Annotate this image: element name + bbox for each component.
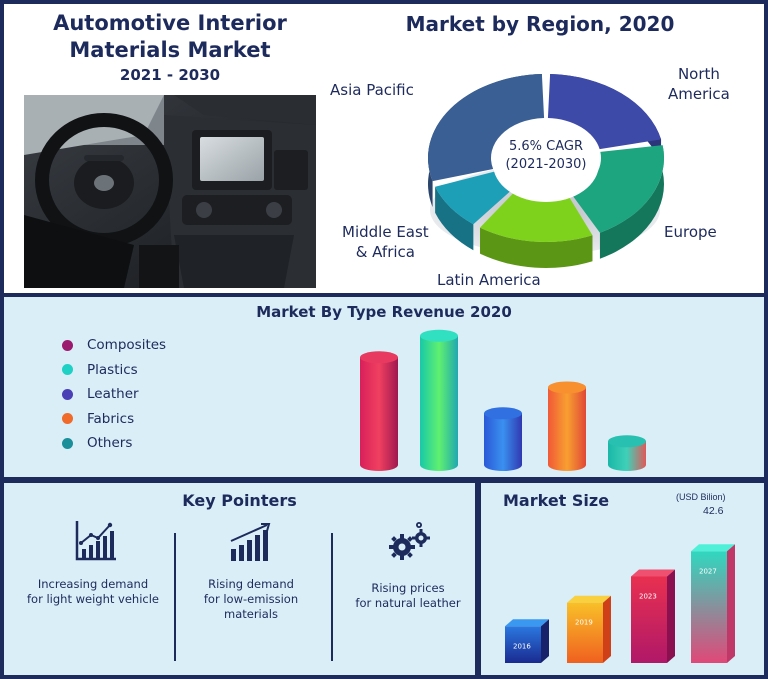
key-pointers-panel: Key Pointers Increasing demand for light… [4, 483, 475, 675]
size-bar-top-2016 [505, 619, 549, 627]
size-bar-label-2023: 2023 [639, 592, 657, 600]
market-size-unit: (USD Bilion) [676, 492, 726, 502]
growth-chart-icon [75, 521, 116, 561]
market-size-value-label: 42.6 [703, 505, 724, 517]
pointer-3-line-1: Rising prices [371, 581, 445, 595]
legend-label-leather: Leather [87, 386, 139, 403]
legend-label-others: Others [87, 435, 133, 452]
type-revenue-title: Market By Type Revenue 2020 [256, 303, 512, 321]
cagr-line-1: 5.6% CAGR [509, 139, 583, 154]
size-bar-2019 [567, 602, 603, 663]
size-bar-side-2027 [727, 544, 735, 663]
size-bar-side-2023 [667, 569, 675, 663]
pointer-1-line-1: Increasing demand [37, 577, 149, 591]
gears-icon [389, 522, 430, 560]
donut-slice-asia-pacific [428, 74, 545, 182]
title-years: 2021 - 2030 [119, 66, 221, 84]
legend-item-composites: Composites [62, 333, 166, 358]
key-pointers-title: Key Pointers [182, 491, 297, 510]
donut-side-latin-america [480, 227, 593, 268]
type-bar-top-fabrics [548, 381, 586, 394]
pointer-1-line-2: for light weight vehicle [27, 592, 159, 606]
legend-label-composites: Composites [87, 337, 167, 354]
type-bar-fabrics [548, 387, 586, 471]
type-bar-top-leather [484, 407, 522, 420]
pointer-3-line-2: for natural leather [355, 596, 461, 610]
legend-label-plastics: Plastics [87, 361, 138, 378]
donut-side-europe [599, 145, 664, 259]
type-bar-others [608, 441, 646, 471]
label-europe: Europe [664, 223, 717, 241]
market-size-panel: Market Size (USD Bilion) 42.6 2016 2019 20… [481, 483, 764, 675]
market-size-title: Market Size [503, 491, 610, 510]
title-block: Automotive Interior Materials Market 202… [20, 10, 320, 84]
car-interior-image [24, 95, 316, 288]
pointer-1-text: Increasing demand for light weight vehic… [18, 577, 168, 607]
donut-slice-middle-east-africa [435, 171, 513, 225]
label-mea-line-1: Middle East [342, 223, 429, 241]
bar-chart-icon [230, 523, 271, 561]
title-line-2: Materials Market [69, 38, 271, 62]
type-bar-plastics [420, 335, 458, 471]
type-revenue-panel: Market By Type Revenue 2020 Composites P… [4, 297, 764, 477]
size-bar-label-2027: 2027 [699, 567, 717, 575]
size-bar-2016 [505, 626, 541, 663]
legend-label-fabrics: Fabrics [87, 410, 135, 427]
pointer-2-line-2: for low-emission [203, 592, 299, 606]
label-north-america-line-2: America [668, 85, 730, 103]
donut-slice-latin-america [480, 191, 593, 243]
pointer-2-line-1: Rising demand [208, 577, 294, 591]
cagr-line-2: (2021-2030) [505, 157, 586, 172]
donut-slice-north-america [547, 74, 662, 150]
size-bar-top-2023 [631, 569, 675, 577]
legend-item-others: Others [62, 431, 166, 456]
legend-item-leather: Leather [62, 382, 166, 407]
type-bar-top-others [608, 435, 646, 448]
size-bar-side-2016 [541, 619, 549, 663]
region-donut-chart: 5.6% CAGR (2021-2030) [428, 74, 664, 268]
pointer-3-text: Rising prices for natural leather [333, 581, 483, 611]
pointer-separator-2 [331, 533, 333, 661]
type-revenue-chart [360, 329, 646, 471]
market-size-chart: 2016 2019 2023 2027 [505, 544, 735, 663]
size-bar-label-2016: 2016 [513, 642, 531, 650]
pointer-2-line-3: materials [224, 607, 278, 621]
type-legend: Composites Plastics Leather Fabrics Othe… [62, 333, 166, 456]
label-asia-pacific: Asia Pacific [330, 81, 414, 99]
label-latin-america: Latin America [437, 271, 541, 289]
type-bar-top-plastics [420, 329, 458, 342]
donut-side-middle-east-africa [435, 186, 474, 251]
legend-dot-plastics [62, 364, 73, 376]
type-bar-top-composites [360, 351, 398, 364]
size-bar-top-2019 [567, 595, 611, 603]
size-bar-2023 [631, 576, 667, 663]
donut-hole [493, 126, 599, 202]
size-bar-top-2027 [691, 544, 735, 552]
legend-item-fabrics: Fabrics [62, 407, 166, 432]
label-north-america: North America [668, 64, 730, 104]
pointer-separator-1 [174, 533, 176, 661]
legend-dot-fabrics [62, 413, 73, 425]
legend-dot-leather [62, 388, 73, 400]
type-bar-composites [360, 357, 398, 471]
label-north-america-line-1: North [677, 65, 720, 83]
title-line-1: Automotive Interior [53, 11, 287, 35]
size-bar-side-2019 [603, 595, 611, 663]
legend-dot-others [62, 437, 73, 449]
legend-item-plastics: Plastics [62, 358, 166, 383]
size-bar-2027 [691, 551, 727, 663]
size-bar-label-2019: 2019 [575, 619, 593, 627]
label-middle-east-africa: Middle East & Africa [342, 222, 429, 262]
legend-dot-composites [62, 339, 73, 351]
donut-slice-europe [571, 145, 664, 233]
label-mea-line-2: & Africa [355, 243, 415, 261]
type-bar-leather [484, 413, 522, 471]
pointer-2-text: Rising demand for low-emission materials [176, 577, 326, 622]
region-chart-title: Market by Region, 2020 [405, 12, 675, 36]
